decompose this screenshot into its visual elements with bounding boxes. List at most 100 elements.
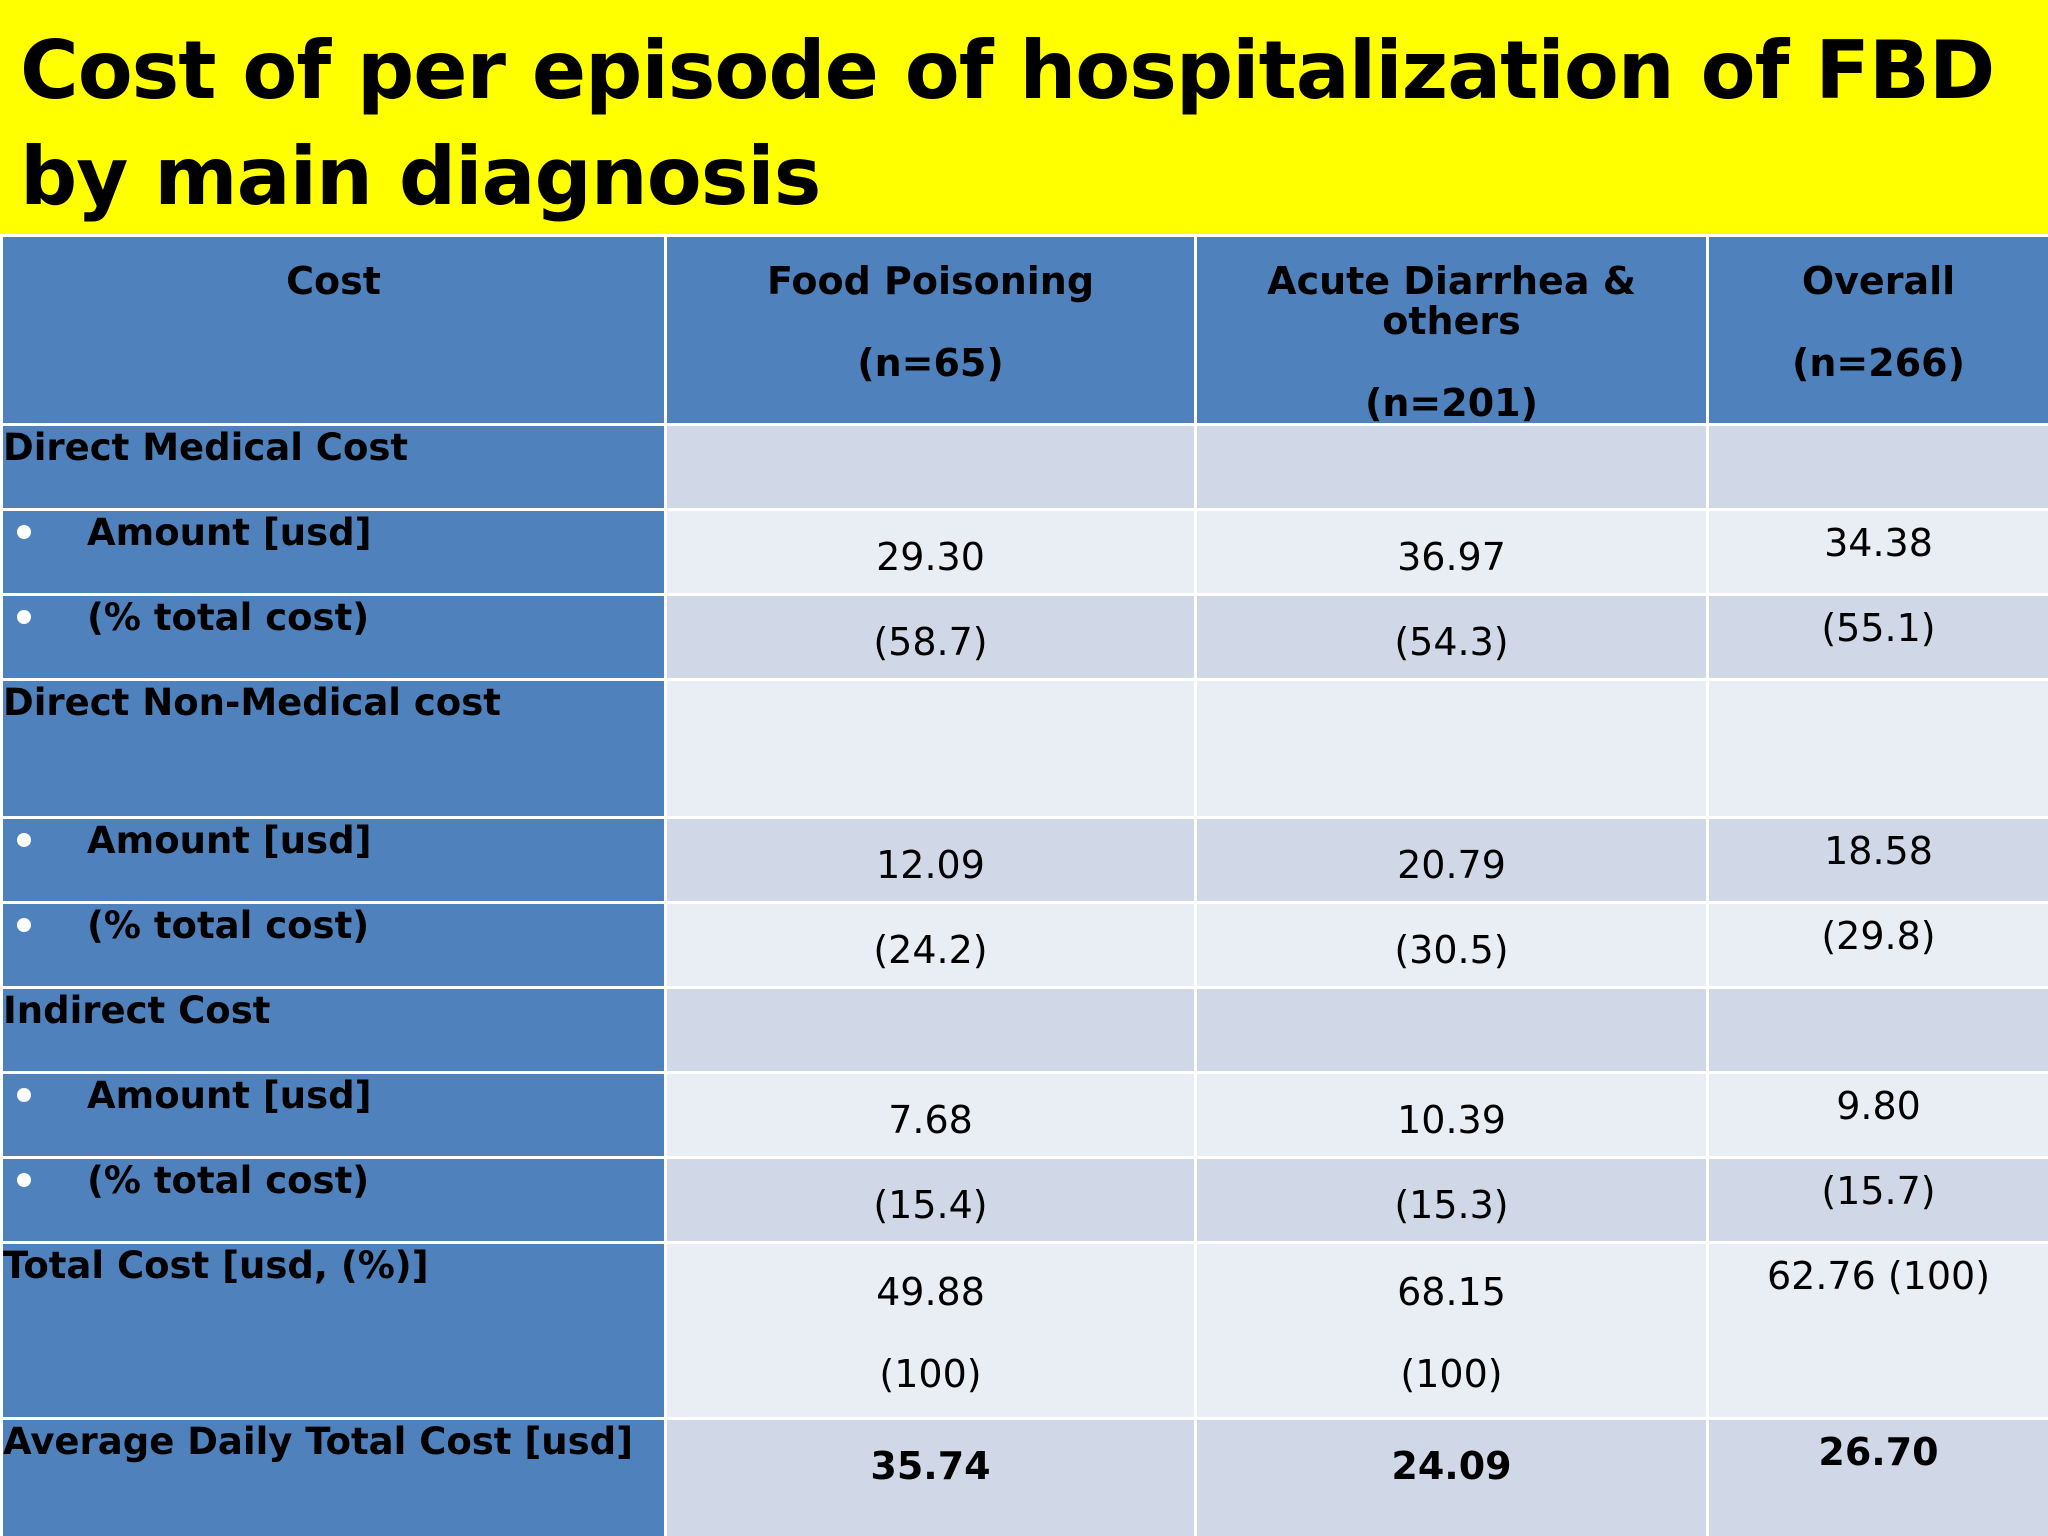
cell-empty [1706, 678, 2048, 819]
cell-empty [664, 423, 1197, 511]
cell-overall: (15.7) [1706, 1156, 2048, 1244]
cell-overall: 34.38 [1706, 508, 2048, 596]
header-cost-label: Cost [286, 259, 381, 303]
row-label: (% total cost) [87, 596, 370, 639]
row-label-cell: (% total cost) [0, 901, 667, 989]
row-label: Amount [usd] [87, 511, 372, 554]
cell-value: 34.38 [1824, 521, 1933, 565]
cell-value: 49.88 [876, 1270, 985, 1314]
cell-value: 24.09 [1391, 1444, 1512, 1488]
header-overall-n: (n=266) [1792, 341, 1965, 385]
section-label-direct-non-medical: Direct Non-Medical cost [0, 678, 667, 819]
cell-value: (15.7) [1821, 1169, 1936, 1213]
row-label: Amount [usd] [87, 819, 372, 862]
cell-food-poisoning: (15.4) [664, 1156, 1197, 1244]
cell-overall: 18.58 [1706, 816, 2048, 904]
row-label: (% total cost) [87, 1159, 370, 1202]
cell-food-poisoning: 7.68 [664, 1071, 1197, 1159]
table-row: Amount [usd] 7.68 10.39 9.80 [0, 1071, 2048, 1159]
cell-value: (24.2) [873, 928, 988, 972]
cell-acute-diarrhea: 10.39 [1194, 1071, 1709, 1159]
cell-acute-diarrhea: (54.3) [1194, 593, 1709, 681]
table-row: Direct Non-Medical cost [0, 678, 2048, 819]
header-overall-label: Overall [1801, 259, 1956, 303]
cell-food-poisoning: (24.2) [664, 901, 1197, 989]
cell-value: 7.68 [888, 1098, 973, 1142]
cell-value: 10.39 [1397, 1098, 1506, 1142]
table-row: (% total cost) (24.2) (30.5) (29.8) [0, 901, 2048, 989]
header-cost: Cost [0, 234, 667, 426]
cell-empty [664, 986, 1197, 1074]
row-label-cell: Amount [usd] [0, 508, 667, 596]
cell-value: 12.09 [876, 843, 985, 887]
cell-food-poisoning: 49.88 (100) [664, 1241, 1197, 1420]
header-food-poisoning: Food Poisoning (n=65) [664, 234, 1197, 426]
section-label-indirect: Indirect Cost [0, 986, 667, 1074]
cell-overall: (55.1) [1706, 593, 2048, 681]
cell-overall: 62.76 (100) [1706, 1241, 2048, 1420]
cell-food-poisoning: (58.7) [664, 593, 1197, 681]
cell-value: 68.15 [1397, 1270, 1506, 1314]
table-row: Indirect Cost [0, 986, 2048, 1074]
cell-empty [1194, 678, 1709, 819]
row-label-total-cost: Total Cost [usd, (%)] [0, 1241, 667, 1420]
cell-acute-diarrhea: 24.09 [1194, 1417, 1709, 1536]
table-row: (% total cost) (58.7) (54.3) (55.1) [0, 593, 2048, 681]
title-bar: Cost of per episode of hospitalization o… [0, 0, 2048, 234]
row-label-cell: (% total cost) [0, 593, 667, 681]
cell-value: (58.7) [873, 620, 988, 664]
cost-table: Cost Food Poisoning (n=65) Acute Diarrhe… [0, 234, 2048, 1536]
header-food-poisoning-n: (n=65) [857, 341, 1004, 385]
cell-food-poisoning: 12.09 [664, 816, 1197, 904]
cell-acute-diarrhea: 20.79 [1194, 816, 1709, 904]
header-overall: Overall (n=266) [1706, 234, 2048, 426]
cell-empty [664, 678, 1197, 819]
cell-overall: 9.80 [1706, 1071, 2048, 1159]
header-food-poisoning-label: Food Poisoning [766, 259, 1095, 303]
cell-food-poisoning: 35.74 [664, 1417, 1197, 1536]
cell-value: 26.70 [1818, 1430, 1939, 1474]
cell-value: 18.58 [1824, 829, 1933, 873]
cell-overall: 26.70 [1706, 1417, 2048, 1536]
cell-value: (55.1) [1821, 606, 1936, 650]
bullet-icon [17, 1087, 31, 1102]
cell-empty [1706, 986, 2048, 1074]
section-label-direct-medical: Direct Medical Cost [0, 423, 667, 511]
cell-value-percent: (100) [1400, 1352, 1503, 1396]
cell-value: 29.30 [876, 535, 985, 579]
cell-overall: (29.8) [1706, 901, 2048, 989]
header-acute-diarrhea-n: (n=201) [1365, 381, 1538, 425]
table-row: Amount [usd] 12.09 20.79 18.58 [0, 816, 2048, 904]
cell-empty [1194, 986, 1709, 1074]
header-acute-diarrhea-label: Acute Diarrhea & others [1267, 259, 1636, 343]
cell-value: 36.97 [1397, 535, 1506, 579]
row-label: Amount [usd] [87, 1074, 372, 1117]
cell-acute-diarrhea: (30.5) [1194, 901, 1709, 989]
table-row: Amount [usd] 29.30 36.97 34.38 [0, 508, 2048, 596]
row-label-cell: (% total cost) [0, 1156, 667, 1244]
row-label-cell: Amount [usd] [0, 816, 667, 904]
cell-value: (54.3) [1394, 620, 1509, 664]
cell-acute-diarrhea: (15.3) [1194, 1156, 1709, 1244]
bullet-icon [17, 917, 31, 932]
cell-value: 20.79 [1397, 843, 1506, 887]
cell-value: 35.74 [870, 1444, 991, 1488]
cell-value: (30.5) [1394, 928, 1509, 972]
cell-value: 62.76 (100) [1766, 1254, 1991, 1298]
row-label-cell: Amount [usd] [0, 1071, 667, 1159]
cell-empty [1706, 423, 2048, 511]
cell-value: (29.8) [1821, 914, 1936, 958]
cell-value: (15.4) [873, 1183, 988, 1227]
table-header-row: Cost Food Poisoning (n=65) Acute Diarrhe… [0, 234, 2048, 426]
cell-food-poisoning: 29.30 [664, 508, 1197, 596]
cell-acute-diarrhea: 36.97 [1194, 508, 1709, 596]
bullet-icon [17, 832, 31, 847]
bullet-icon [17, 524, 31, 539]
table-row-average: Average Daily Total Cost [usd] 35.74 24.… [0, 1417, 2048, 1536]
cell-value: (15.3) [1394, 1183, 1509, 1227]
table-row: Direct Medical Cost [0, 423, 2048, 511]
cell-empty [1194, 423, 1709, 511]
table-row-total: Total Cost [usd, (%)] 49.88 (100) 68.15 … [0, 1241, 2048, 1420]
header-acute-diarrhea: Acute Diarrhea & others (n=201) [1194, 234, 1709, 426]
cell-value: 9.80 [1836, 1084, 1921, 1128]
